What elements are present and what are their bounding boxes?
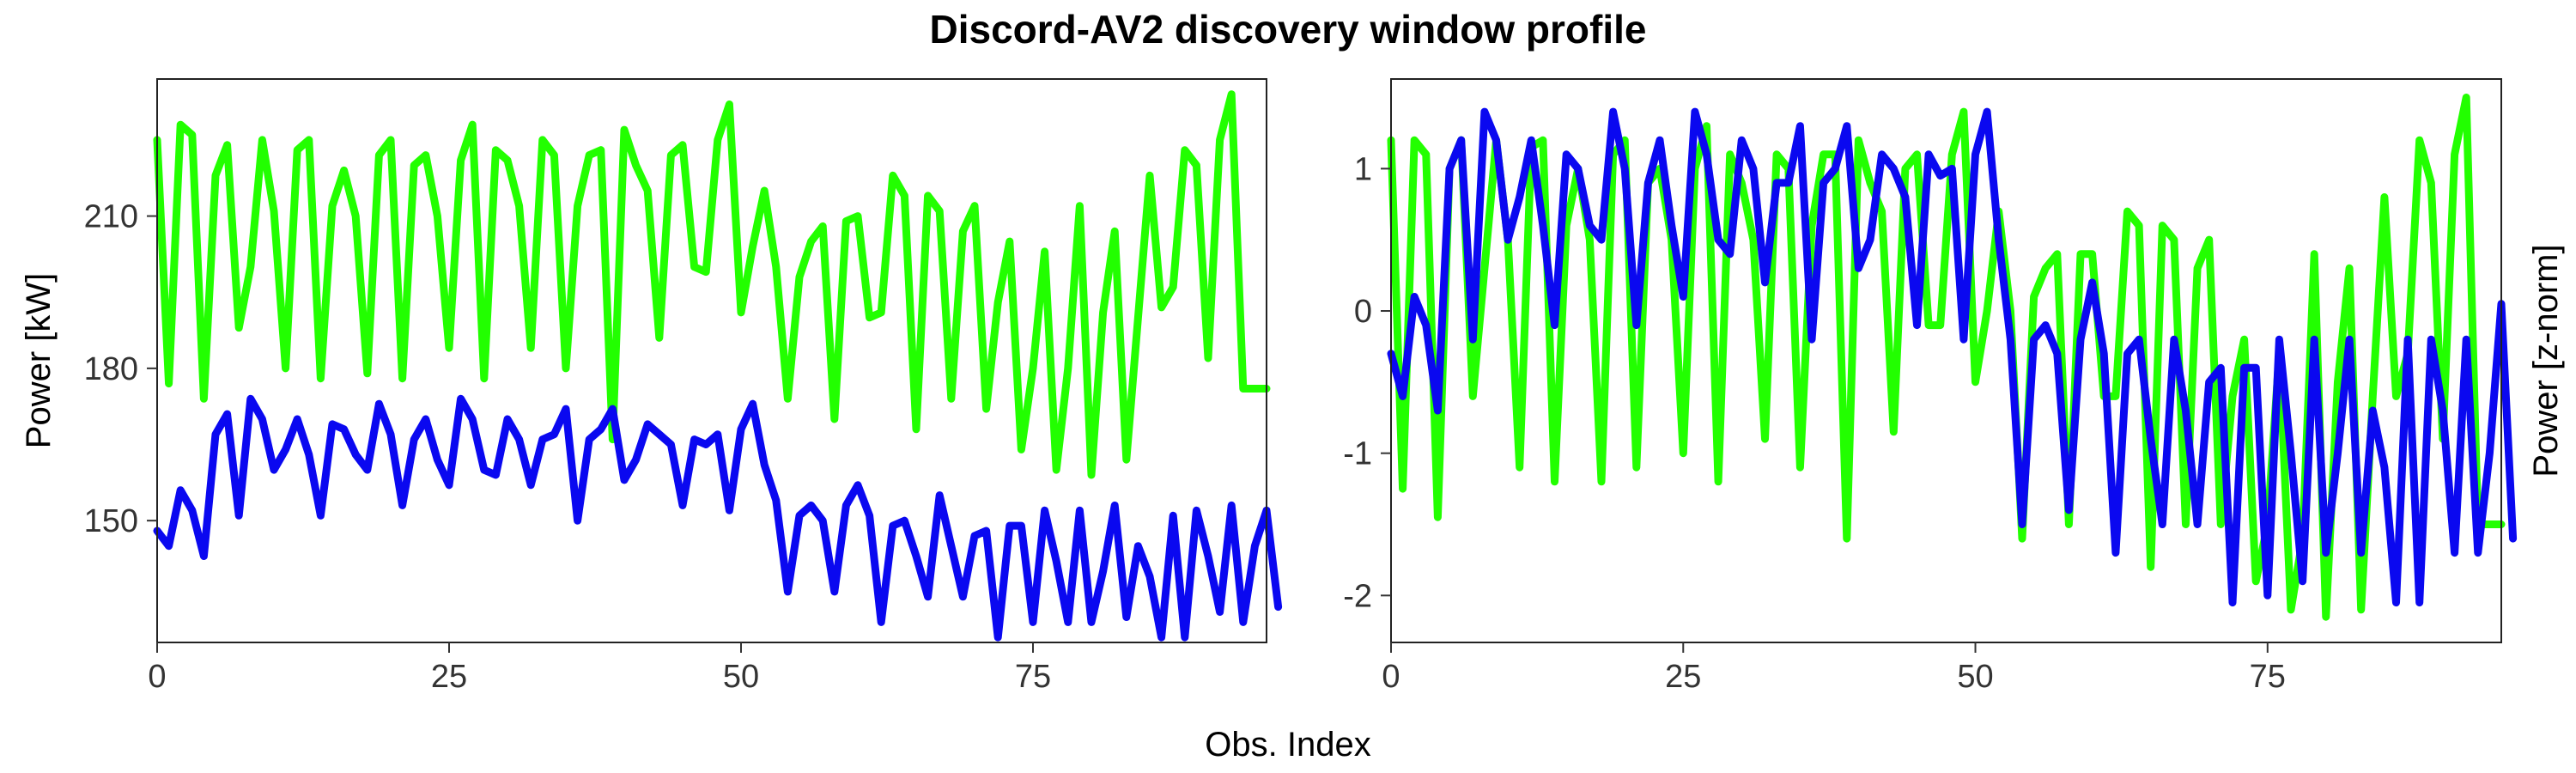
right-panel: 0 25 50 75 -2 -1 0 1 Power [z-norm] <box>1343 78 2565 695</box>
x-axis-title: Obs. Index <box>1205 726 1370 764</box>
panel-0-series-0-line <box>153 90 1271 479</box>
panel-1-y-tick-label: -1 <box>1343 436 1372 472</box>
panel-1-y-tick-label: -2 <box>1343 578 1372 614</box>
panel-0-y-tick-label: 150 <box>84 503 138 539</box>
panel-0-y-axis-title: Power [kW] <box>20 273 58 448</box>
panel-0-y-tick-label: 180 <box>84 351 138 387</box>
chart-title: Discord-AV2 discovery window profile <box>930 7 1647 52</box>
panel-1-x-tick-label: 0 <box>1382 659 1400 695</box>
panel-1-x-tick-label: 75 <box>2250 659 2286 695</box>
panel-1-y-tick-label: 1 <box>1354 151 1372 187</box>
panel-1-y-axis-title: Power [z-norm] <box>2527 244 2565 477</box>
panel-0-frame <box>156 78 1267 643</box>
left-panel: 0 25 50 75 150 180 210 Power [kW] <box>20 78 1283 695</box>
panel-1-x-tick-label: 50 <box>1957 659 1993 695</box>
panel-1-frame <box>1390 78 2502 643</box>
panel-0-x-tick-label: 50 <box>723 659 759 695</box>
panel-0-x-tick-label: 0 <box>148 659 166 695</box>
panel-1-x-tick-label: 25 <box>1665 659 1701 695</box>
panel-0-y-tick-label: 210 <box>84 199 138 235</box>
panel-0-x-tick-label: 25 <box>431 659 467 695</box>
panel-0-x-tick-label: 75 <box>1015 659 1051 695</box>
panel-1-series-1-line <box>1387 107 2518 607</box>
panel-0-series-1-line <box>153 394 1283 642</box>
panel-1-y-tick-label: 0 <box>1354 294 1372 330</box>
